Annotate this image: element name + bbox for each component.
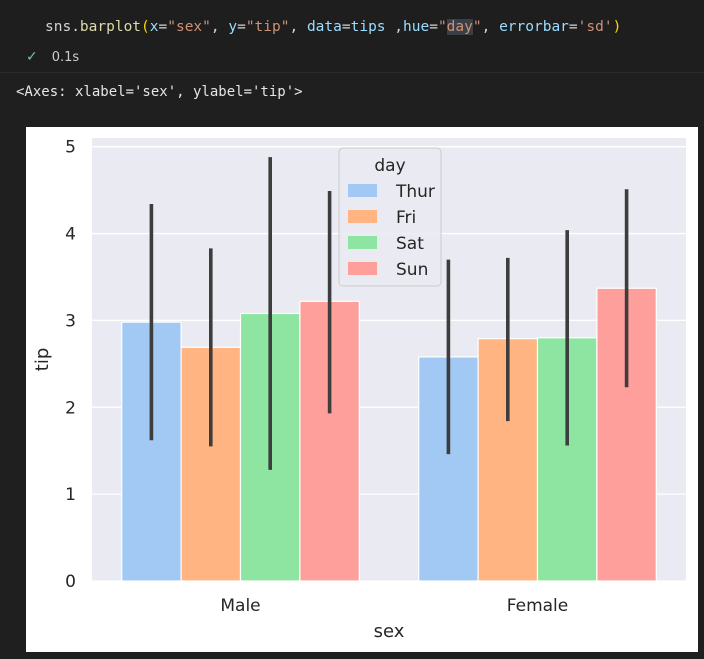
legend-box	[338, 147, 442, 287]
code-token: ,	[289, 19, 307, 35]
legend-swatch-fri	[348, 210, 377, 223]
y-tick-label: 1	[65, 485, 76, 505]
legend-swatch-sat	[348, 236, 377, 249]
code-token: ,	[481, 19, 500, 35]
code-token: y	[228, 19, 238, 35]
code-token: x	[149, 19, 159, 35]
y-tick-label: 5	[65, 138, 76, 158]
execution-time: 0.1s	[51, 49, 80, 65]
code-cell-input[interactable]: sns.barplot(x="sex", y="tip", data=tips …	[0, 0, 704, 73]
legend-title: day	[374, 156, 405, 176]
code-token: =	[341, 19, 351, 35]
code-token: =	[568, 19, 578, 35]
y-tick-label: 0	[65, 572, 76, 592]
legend-label: Sun	[396, 260, 428, 280]
cell-output-text: <Axes: xlabel='sex', ylabel='tip'>	[16, 84, 303, 100]
code-token: hue	[403, 19, 430, 35]
x-tick-label: Male	[220, 596, 260, 616]
code-token: errorbar	[499, 19, 569, 35]
code-token: ,	[385, 19, 403, 35]
code-token: )	[612, 19, 622, 35]
y-tick-label: 3	[65, 311, 76, 331]
legend-swatch-sun	[348, 262, 377, 275]
code-token: =	[158, 19, 168, 35]
code-token: "	[472, 19, 482, 35]
legend-label: Thur	[395, 182, 435, 202]
code-token: barplot	[79, 19, 142, 35]
code-token: "tip"	[245, 19, 290, 35]
code-token: sns.	[45, 19, 80, 35]
y-tick-label: 2	[65, 398, 76, 418]
legend-label: Sat	[396, 234, 424, 254]
code-token: day	[446, 19, 473, 35]
code-token: data	[306, 19, 342, 35]
bar-chart: 0 1 2 3 4 5 Male Female sex tip day Thur Fri Sat Sun	[32, 138, 686, 642]
code-token: "	[437, 19, 447, 35]
code-token: =	[429, 19, 438, 35]
y-axis-label: tip	[32, 348, 53, 371]
y-tick-label: 4	[65, 225, 76, 245]
code-token: 'sd'	[577, 19, 613, 35]
code-token: "sex"	[167, 19, 211, 35]
code-line[interactable]: sns.barplot(x="sex", y="tip", data=tips …	[45, 19, 621, 35]
legend-label: Fri	[396, 208, 416, 228]
plot-output: 0 1 2 3 4 5 Male Female sex tip day Thur Fri Sat Sun	[26, 127, 698, 652]
code-token: ,	[210, 19, 229, 35]
code-token: =	[237, 19, 246, 35]
check-icon: ✓	[26, 49, 38, 65]
cell-status: ✓ 0.1s	[26, 49, 79, 65]
code-token: (	[141, 19, 150, 35]
legend-swatch-thur	[348, 184, 377, 197]
code-token: tips	[350, 19, 386, 35]
x-tick-label: Female	[507, 596, 568, 616]
x-axis-label: sex	[374, 621, 405, 642]
